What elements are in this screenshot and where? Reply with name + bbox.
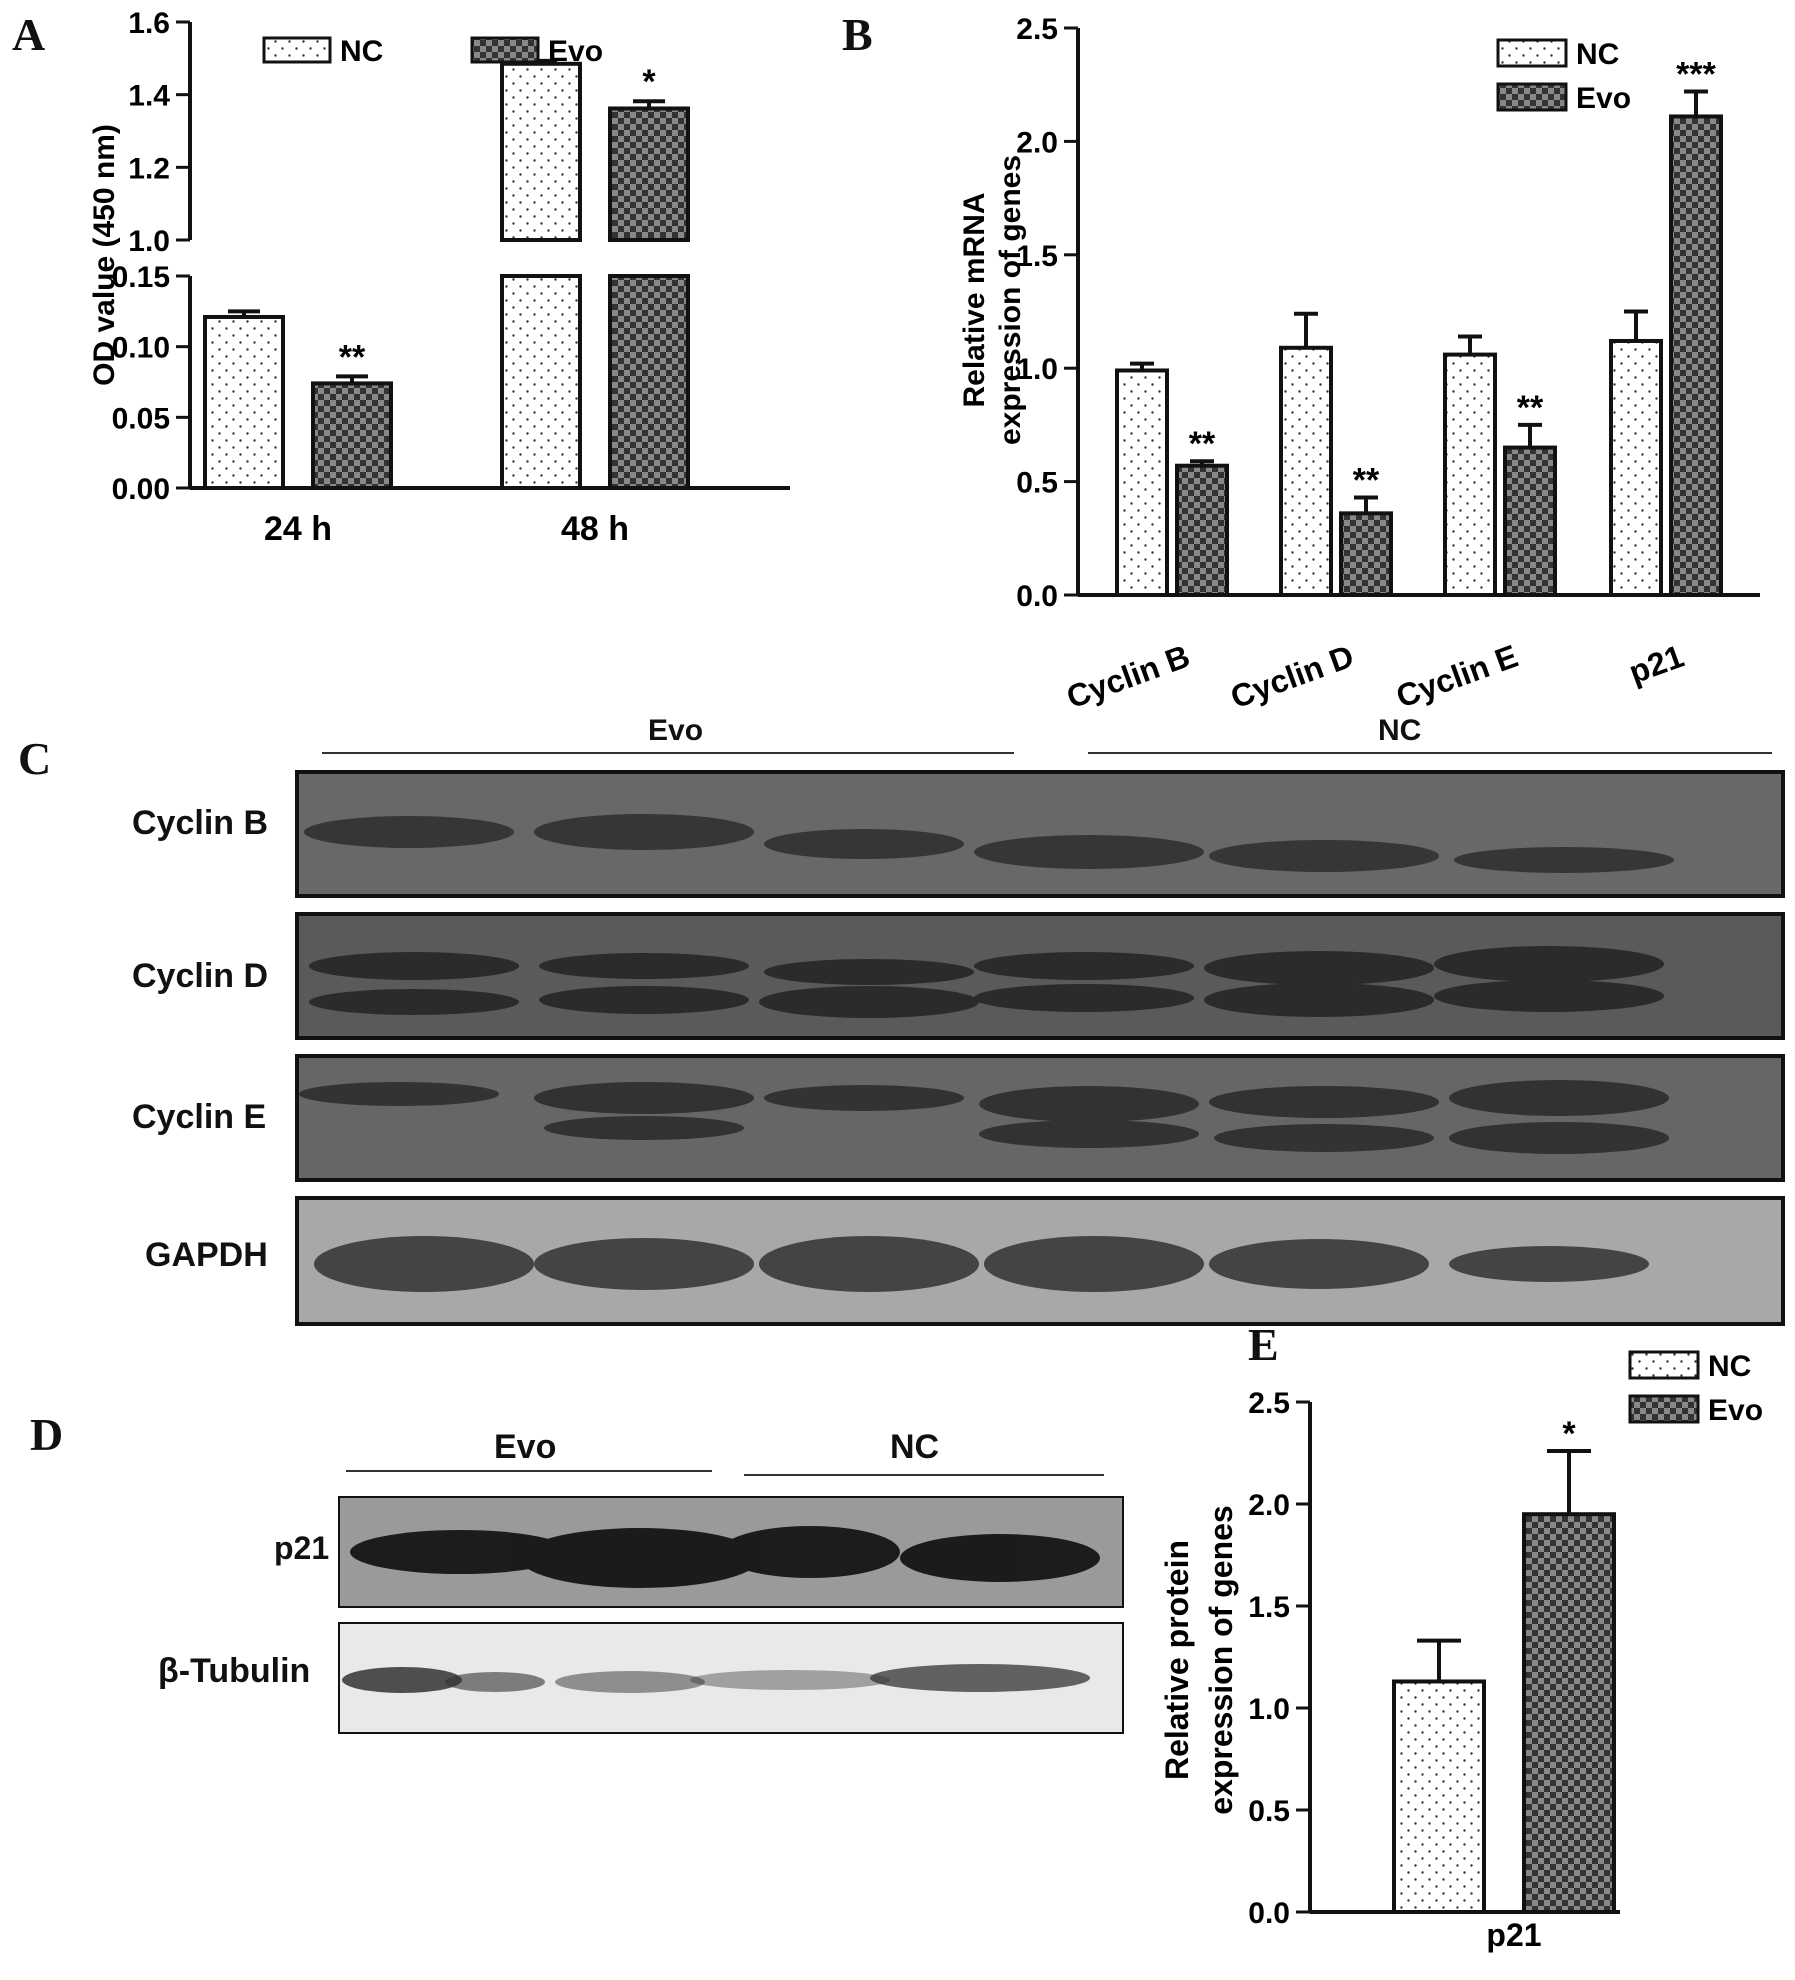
- blot-c-strip-cyclin-e: [295, 1054, 1785, 1182]
- x-tick-label: Cyclin E: [1391, 638, 1522, 710]
- chart-a: 0.00 0.05 0.10 0.151.0 1.2 1.4 1.6 OD value (45…: [90, 10, 790, 548]
- bar-nc: [1392, 1679, 1486, 1915]
- x-tick-label: 48 h: [561, 510, 629, 548]
- y-axis-label: OD value (450 nm): [90, 124, 121, 386]
- bar-evo-lower: [608, 274, 690, 490]
- legend-swatch-nc: [1628, 1350, 1700, 1380]
- y-tick-label: 1.5: [1016, 240, 1058, 273]
- y-tick-label: 2.0: [1248, 1489, 1290, 1522]
- legend-swatch-evo: [1628, 1394, 1700, 1424]
- y-tick-label: 2.5: [1248, 1387, 1290, 1420]
- y-tick-label: 1.0: [128, 225, 170, 258]
- y-axis-label: Relative protein: [1160, 1540, 1195, 1780]
- bar-evo: [1669, 114, 1723, 598]
- y-tick-label: 0.05: [112, 402, 170, 435]
- x-tick-label: p21: [1486, 1917, 1541, 1953]
- legend-label: NC: [1708, 1350, 1751, 1383]
- blot-c-rule-nc: [1088, 752, 1772, 754]
- significance-label: *: [1562, 1415, 1576, 1453]
- bar-nc: [1279, 345, 1333, 597]
- legend-swatch-nc: [1496, 38, 1568, 68]
- bar-evo: [1175, 463, 1229, 597]
- y-tick-label: 1.0: [1248, 1693, 1290, 1726]
- legend-swatch-nc: [262, 36, 332, 64]
- y-tick-label: 2.5: [1016, 13, 1058, 46]
- blot-c-group-nc: NC: [1378, 714, 1422, 747]
- chart-b: 0.0 0.5 1.0 1.5 2.0 2.5 Relative mRNA expressio…: [960, 13, 1760, 710]
- legend-label: NC: [340, 35, 383, 68]
- blot-d-group-nc: NC: [890, 1428, 940, 1466]
- bar-evo: [1503, 445, 1557, 597]
- blot-c-row-label: Cyclin E: [132, 1098, 267, 1136]
- y-axis-label: expression of genes: [994, 155, 1027, 445]
- significance-label: *: [642, 63, 656, 101]
- bar-nc-upper: [500, 61, 582, 242]
- x-tick-label: Cyclin B: [1062, 638, 1195, 710]
- blot-c-row-label: GAPDH: [145, 1236, 268, 1274]
- bar-evo: [311, 381, 393, 490]
- bar-nc: [1115, 368, 1169, 597]
- bar-evo-upper: [608, 106, 690, 243]
- y-tick-label: 1.6: [128, 10, 170, 40]
- blot-c-row-label: Cyclin D: [132, 957, 269, 995]
- blot-d-row-label: p21: [274, 1530, 330, 1566]
- legend-swatch-evo: [470, 36, 540, 64]
- y-tick-label: 1.2: [128, 152, 170, 185]
- significance-label: **: [1353, 461, 1380, 499]
- x-tick-label: 24 h: [264, 510, 332, 548]
- y-tick-label: 0.00: [112, 473, 170, 506]
- x-tick-label: p21: [1624, 638, 1688, 691]
- bar-nc: [1443, 352, 1497, 598]
- blot-c-rule-evo: [322, 752, 1014, 754]
- y-tick-label: 0.5: [1248, 1795, 1290, 1828]
- blot-d-rule-nc: [744, 1474, 1104, 1476]
- significance-label: **: [1517, 389, 1544, 427]
- y-tick-label: 0.15: [112, 261, 170, 294]
- bar-nc-lower: [500, 274, 582, 490]
- bar-evo: [1339, 511, 1393, 597]
- bar-nc: [203, 314, 285, 490]
- y-tick-label: 0.10: [112, 332, 170, 365]
- panel-label-d: D: [30, 1409, 64, 1460]
- blot-d-row-label: β-Tubulin: [158, 1652, 311, 1690]
- y-tick-label: 0.0: [1016, 580, 1058, 613]
- significance-label: ***: [1676, 56, 1716, 94]
- legend-label: Evo: [1576, 82, 1631, 115]
- blot-c-row-label: Cyclin B: [132, 804, 269, 842]
- legend-swatch-evo: [1496, 82, 1568, 112]
- x-tick-label: Cyclin D: [1226, 638, 1359, 710]
- panel-label-e: E: [1248, 1319, 1279, 1370]
- legend-label: NC: [1576, 38, 1619, 71]
- significance-label: **: [1189, 425, 1216, 463]
- legend-label: Evo: [1708, 1394, 1763, 1427]
- panel-label-a: A: [12, 9, 46, 60]
- blot-d-strip-tubulin: [338, 1622, 1124, 1734]
- blot-c-strip-cyclin-b: [295, 770, 1785, 898]
- significance-label: **: [339, 338, 366, 376]
- panel-label-b: B: [842, 9, 873, 60]
- y-tick-label: 2.0: [1016, 126, 1058, 159]
- blot-c-strip-cyclin-d: [295, 912, 1785, 1040]
- y-tick-label: 1.5: [1248, 1591, 1290, 1624]
- panel-label-c: C: [18, 733, 52, 784]
- bar-evo: [1522, 1512, 1616, 1914]
- bar-nc: [1609, 338, 1663, 598]
- blot-d-rule-evo: [346, 1470, 712, 1472]
- y-tick-label: 0.0: [1248, 1897, 1290, 1930]
- y-tick-label: 1.4: [128, 80, 170, 113]
- blot-d-strip-p21: [338, 1496, 1124, 1608]
- chart-e: 0.0 0.5 1.0 1.5 2.0 2.5 Relative protein expres…: [1160, 1350, 1763, 1953]
- blot-c-group-evo: Evo: [648, 714, 704, 747]
- legend-label: Evo: [548, 35, 603, 68]
- blot-d-group-evo: Evo: [494, 1428, 557, 1466]
- y-axis-label: Relative mRNA: [960, 192, 991, 407]
- y-tick-label: 0.5: [1016, 467, 1058, 500]
- y-tick-label: 1.0: [1016, 353, 1058, 386]
- blot-c-strip-gapdh: [295, 1196, 1785, 1326]
- y-axis-label: expression of genes: [1203, 1505, 1239, 1814]
